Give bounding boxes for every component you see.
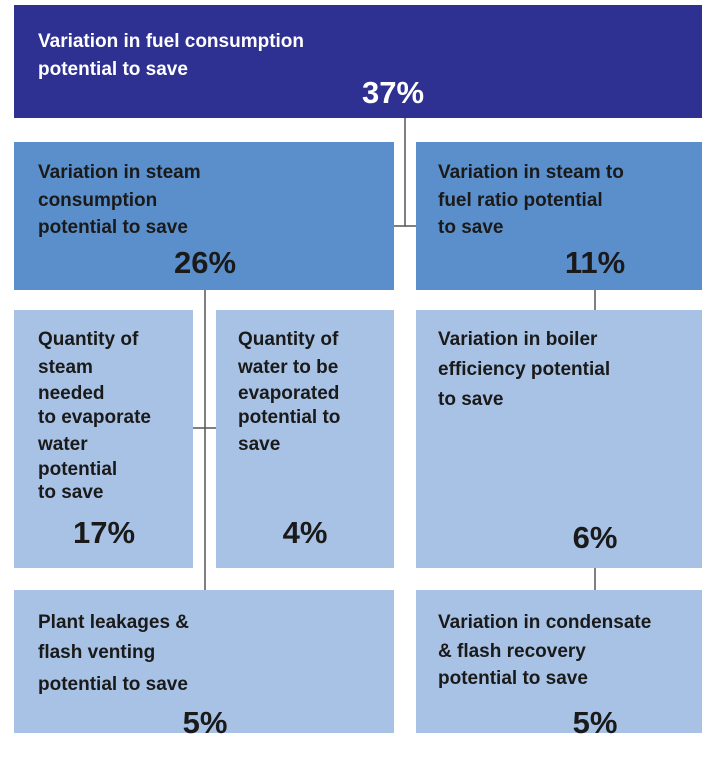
node-label: water [37,434,88,455]
node-label: potential to save [438,668,588,689]
node-label: potential to save [38,217,188,238]
node-label: fuel ratio potential [438,190,603,211]
node-box [14,590,394,733]
node-value: 5% [573,705,618,740]
node-label: efficiency potential [438,359,610,380]
node-label: Quantity of [238,329,339,350]
node-value: 5% [183,705,228,740]
node: Quantity of water to be evaporated potentia… [216,310,394,568]
node: Variation in boiler efficiency potential t… [416,310,702,568]
node-value: 4% [283,515,328,550]
node-label: Variation in steam [38,162,201,183]
node-box [416,590,702,733]
node-label: water to be [237,357,338,378]
node-box [14,5,702,118]
node-box [14,310,193,568]
node-label: Variation in boiler [438,329,598,350]
node-label: steam [38,357,93,378]
node-box [14,142,394,290]
node-label: potential to save [38,59,188,80]
node-label: Variation in steam to [438,162,624,183]
node: Plant leakages & flash venting potential t… [14,590,394,740]
node-box [416,142,702,290]
node-label: evaporated [238,383,339,404]
node-label: potential to save [38,674,188,695]
node: Quantity of steam needed to evaporate water p… [14,310,193,568]
connector [394,118,406,227]
node-value: 11% [565,245,625,280]
node: Variation in steam consumption potential t… [14,142,394,290]
node-value: 26% [174,245,236,280]
node-label: potential to [238,407,340,428]
node: Variation in fuel consumption potential t… [14,5,702,118]
node-label: Variation in condensate [438,612,651,633]
node-label: flash venting [38,642,155,663]
node-value: 17% [73,515,135,550]
node-label: to evaporate [38,407,151,428]
node-label: to save [438,217,503,238]
node-label: & flash recovery [438,641,586,662]
node-box [416,310,702,568]
node-label: Quantity of [38,329,139,350]
node: Variation in condensate & flash recovery p… [416,590,702,740]
node-label: Variation in fuel consumption [38,31,304,52]
node: Variation in steam to fuel ratio potentia… [416,142,702,290]
connectors [193,118,596,590]
node-value: 6% [573,520,618,555]
node-label: to save [438,389,503,410]
node-label: consumption [38,190,157,211]
node-box [216,310,394,568]
node-label: potential [38,459,117,480]
node-value: 37% [362,75,424,110]
node-label: to save [38,482,103,503]
node-label: Plant leakages & [38,612,189,633]
node-label: needed [38,383,105,404]
node-label: save [238,434,280,455]
